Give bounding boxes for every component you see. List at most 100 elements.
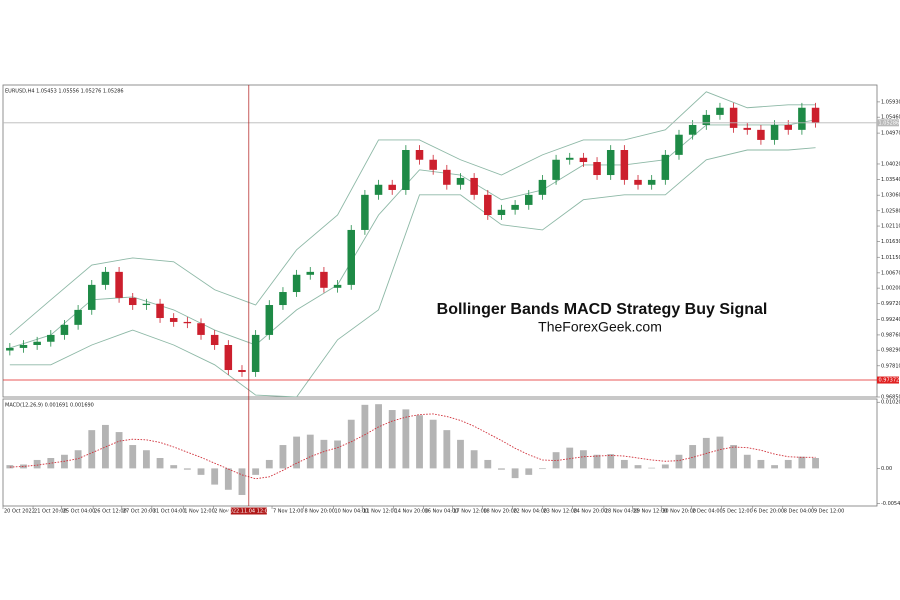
x-tick-label: 21 Oct 20:00 (34, 509, 67, 515)
y-tick-label: 0.98290 (881, 348, 900, 354)
y-tick-label: -0.005406 (881, 501, 900, 507)
candle-body (716, 107, 724, 115)
y-tick-label: 0.00 (881, 466, 892, 472)
x-tick-label: 25 Oct 04:00 (63, 509, 96, 515)
x-tick-label: 26 Oct 12:00 (94, 509, 127, 515)
macd-bar (265, 459, 273, 469)
x-tick-label: 6 Dec 20:00 (754, 509, 784, 515)
y-tick-label: 1.01150 (881, 255, 900, 261)
macd-bar (115, 432, 123, 469)
candle-body (101, 271, 110, 285)
candle-body (757, 129, 765, 140)
candle-body (565, 157, 574, 160)
candle-body (593, 162, 601, 176)
macd-bar (771, 465, 778, 469)
x-tick-label: 27 Oct 20:00 (123, 509, 156, 515)
macd-bar (812, 458, 819, 469)
macd-bar (730, 445, 738, 469)
macd-bar (347, 419, 355, 469)
candle-body (402, 150, 410, 190)
candle-body (19, 345, 28, 348)
x-tick-label: 10 Nov 04:00 (334, 509, 368, 515)
y-tick-label: 1.03540 (881, 177, 900, 183)
candle-body (784, 124, 792, 130)
macd-bar (689, 445, 697, 469)
macd-bar (375, 404, 382, 469)
y-tick-label: 1.00200 (881, 286, 900, 292)
x-tick-label: 23 Nov 12:00 (543, 509, 577, 515)
x-tick-label: 18 Nov 20:00 (483, 509, 517, 515)
candle-body (265, 305, 274, 335)
macd-bar (320, 439, 328, 469)
band-lower (9, 147, 816, 397)
macd-bar (784, 459, 792, 469)
main-frame (2, 84, 878, 398)
macd-bar (183, 468, 191, 470)
macd-frame (2, 398, 878, 507)
macd-bar (498, 468, 505, 470)
y-tick-label: 0.96850 (881, 395, 900, 401)
candle-body (142, 303, 151, 306)
macd-bar (416, 415, 423, 469)
y-tick-label: 1.01630 (881, 239, 900, 245)
candle-body (647, 179, 656, 185)
macd-bar (102, 424, 109, 469)
candle-body (456, 177, 465, 185)
x-tick-label: 8 Nov 20:00 (304, 509, 335, 515)
candle-body (702, 114, 711, 125)
x-tick-label: 17 Nov 12:00 (453, 509, 487, 515)
macd-bar (457, 439, 464, 469)
y-tick-label: 0.97810 (881, 363, 900, 369)
candle-body (770, 124, 779, 140)
x-tick-label: 22 Nov 04:00 (513, 509, 547, 515)
candle-body (238, 370, 246, 372)
macd-bar (293, 436, 301, 469)
y-tick-label: 0.98760 (881, 332, 900, 338)
price-label-box (877, 119, 899, 127)
candle-body (497, 209, 506, 215)
candle-body (743, 127, 752, 130)
macd-bar (170, 465, 178, 469)
macd-bar (511, 468, 519, 479)
macd-bar (443, 430, 451, 469)
candle-body (484, 194, 492, 215)
candle-body (675, 134, 683, 155)
axis-layer: 1.05930 1.05460 1.04970 1.04020 1.03540 1.030… (2, 85, 900, 515)
y-tick-label: 1.03060 (881, 193, 900, 199)
candle-body (388, 184, 396, 190)
annotation-site: TheForexGeek.com (538, 319, 662, 335)
y-tick-label: 1.02580 (881, 208, 900, 214)
macd-bar (566, 447, 574, 469)
candle-body (552, 159, 560, 180)
candle-body (443, 169, 451, 185)
y-tick-label: 1.04020 (881, 161, 900, 167)
macd-layer (6, 404, 819, 495)
x-tick-label: 30 Nov 20:00 (662, 509, 696, 515)
candle-body (169, 318, 178, 322)
macd-bar (197, 468, 205, 475)
crosshair-label-box (230, 507, 267, 515)
band-upper (9, 91, 816, 336)
candle-body (606, 150, 615, 176)
x-tick-label: 1 Nov 12:00 (184, 509, 215, 515)
candle-body (251, 334, 260, 372)
main-layer (3, 91, 877, 397)
candle-body (415, 150, 424, 160)
y-tick-label: 1.05460 (881, 115, 900, 121)
macd-bar (129, 445, 137, 469)
macd-bar (20, 464, 27, 469)
candle-body (798, 107, 806, 130)
signal-line (9, 413, 816, 480)
candle-body (279, 292, 287, 306)
macd-bar (306, 434, 314, 469)
macd-bar (470, 450, 478, 469)
y-tick-label: 1.02110 (881, 224, 900, 230)
y-tick-label: 0.99720 (881, 301, 900, 307)
candle-body (33, 341, 41, 345)
macd-bar (211, 468, 219, 485)
candle-body (361, 194, 369, 230)
candle-body (88, 284, 96, 310)
candle-body (197, 323, 205, 335)
candle-body (729, 107, 738, 128)
